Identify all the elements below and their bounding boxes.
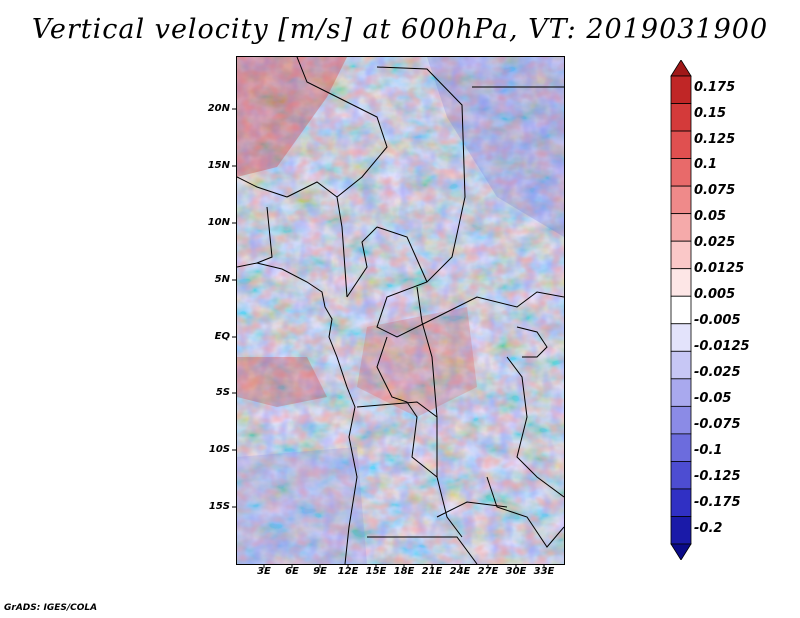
lon-label-18e: 18E bbox=[393, 566, 415, 577]
colorbar-segment bbox=[670, 295, 692, 325]
colorbar-segment bbox=[670, 433, 692, 462]
colorbar-segment bbox=[670, 488, 692, 517]
colorbar-segment bbox=[670, 543, 692, 560]
colorbar-segment bbox=[670, 323, 692, 352]
colorbar-label-14: -0.1 bbox=[694, 443, 723, 458]
lon-label-15e: 15E bbox=[365, 566, 387, 577]
lon-label-33e: 33E bbox=[533, 566, 555, 577]
lon-label-24e: 24E bbox=[449, 566, 471, 577]
lon-label-21e: 21E bbox=[421, 566, 443, 577]
colorbar-label-2: 0.125 bbox=[694, 132, 736, 147]
colorbar-segment bbox=[670, 240, 692, 270]
lat-label-20n: 20N bbox=[207, 103, 230, 114]
colorbar-segment bbox=[670, 461, 692, 490]
colorbar-segment bbox=[670, 130, 692, 159]
map-panel bbox=[236, 56, 565, 565]
colorbar-label-13: -0.075 bbox=[694, 417, 741, 432]
lon-label-3e: 3E bbox=[257, 566, 271, 577]
lon-label-12e: 12E bbox=[337, 566, 359, 577]
colorbar-label-8: 0.005 bbox=[694, 287, 736, 302]
colorbar-label-6: 0.025 bbox=[694, 235, 736, 250]
colorbar-label-17: -0.2 bbox=[694, 521, 723, 536]
colorbar-label-10: -0.0125 bbox=[694, 339, 750, 354]
colorbar-segment bbox=[670, 268, 692, 297]
colorbar-segment bbox=[670, 158, 692, 187]
lon-label-27e: 27E bbox=[477, 566, 499, 577]
colorbar-segment bbox=[670, 378, 692, 407]
lat-label-5n: 5N bbox=[214, 274, 230, 285]
colorbar-label-1: 0.15 bbox=[694, 106, 727, 121]
lat-label-15s: 15S bbox=[208, 501, 230, 512]
credit-text: GrADS: IGES/COLA bbox=[4, 603, 98, 613]
lon-label-30e: 30E bbox=[505, 566, 527, 577]
colorbar-segment bbox=[670, 405, 692, 435]
colorbar-segment bbox=[670, 103, 692, 132]
lon-label-6e: 6E bbox=[285, 566, 299, 577]
colorbar-label-9: -0.005 bbox=[694, 313, 741, 328]
colorbar-segment bbox=[670, 60, 692, 77]
colorbar-label-12: -0.05 bbox=[694, 391, 732, 406]
lat-label-10s: 10S bbox=[208, 444, 230, 455]
colorbar bbox=[670, 60, 692, 560]
colorbar-label-5: 0.05 bbox=[694, 209, 727, 224]
colorbar-label-3: 0.1 bbox=[694, 157, 718, 172]
lat-label-eq: EQ bbox=[214, 331, 230, 342]
colorbar-segment bbox=[670, 350, 692, 380]
lon-label-9e: 9E bbox=[313, 566, 327, 577]
colorbar-segment bbox=[670, 75, 692, 104]
lat-label-5s: 5S bbox=[215, 387, 230, 398]
chart-title: Vertical velocity [m/s] at 600hPa, VT: 2… bbox=[31, 14, 769, 45]
colorbar-segment bbox=[670, 516, 692, 545]
country-borders bbox=[237, 57, 564, 564]
colorbar-label-15: -0.125 bbox=[694, 469, 741, 484]
vertical-velocity-field bbox=[237, 57, 564, 564]
colorbar-label-11: -0.025 bbox=[694, 365, 741, 380]
lat-label-15n: 15N bbox=[207, 160, 230, 171]
colorbar-segment bbox=[670, 213, 692, 242]
colorbar-label-16: -0.175 bbox=[694, 495, 741, 510]
colorbar-label-7: 0.0125 bbox=[694, 261, 745, 276]
colorbar-label-0: 0.175 bbox=[694, 80, 736, 95]
colorbar-label-4: 0.075 bbox=[694, 183, 736, 198]
lat-label-10n: 10N bbox=[207, 217, 230, 228]
colorbar-segment bbox=[670, 185, 692, 215]
